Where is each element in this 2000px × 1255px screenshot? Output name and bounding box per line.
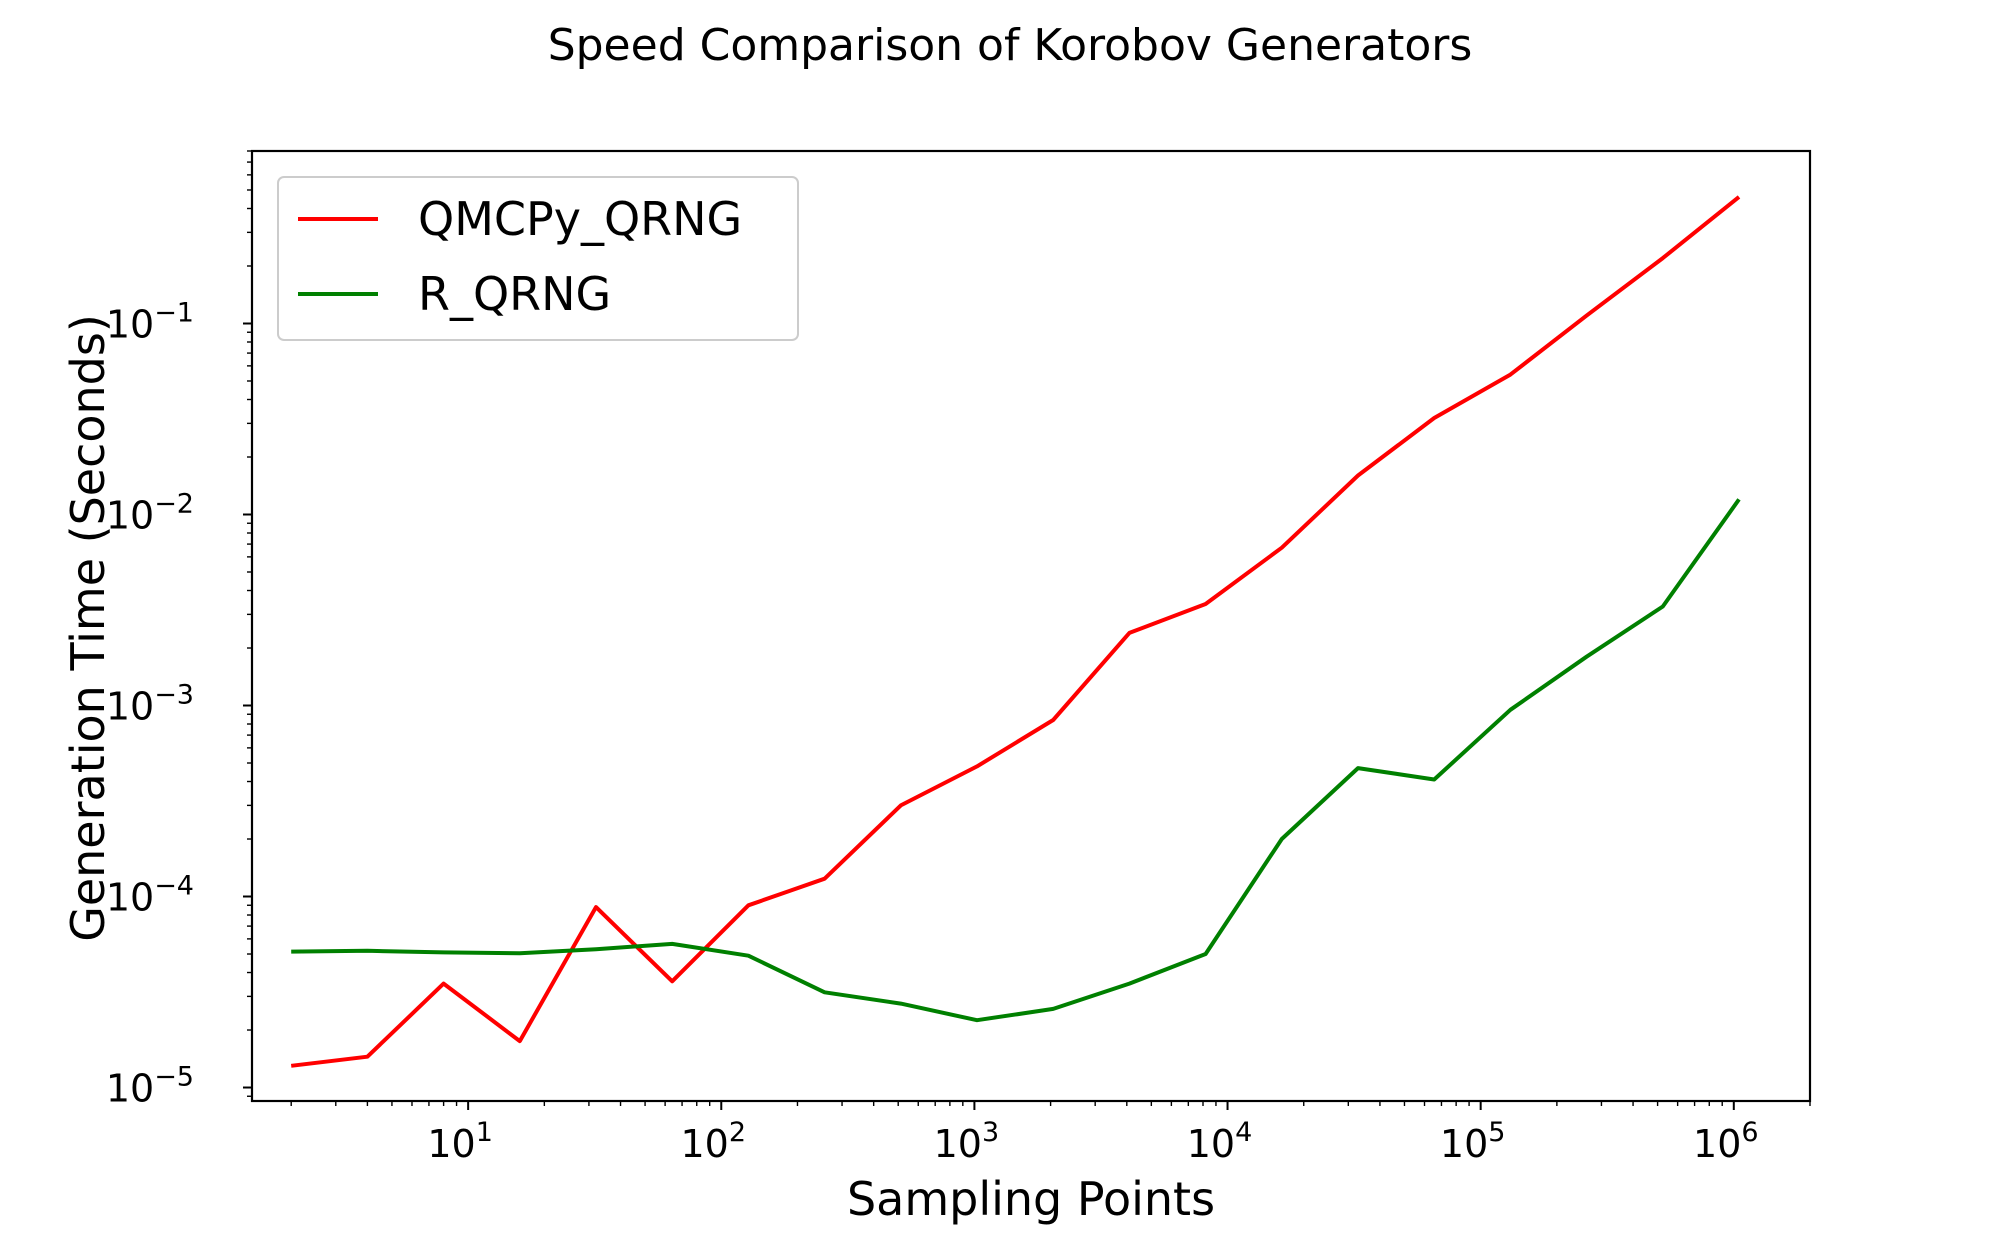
y-axis-label: Generation Time (Seconds) — [61, 314, 115, 942]
x-tick-label: 104 — [1187, 1117, 1253, 1166]
chart-title: Speed Comparison of Korobov Generators — [548, 20, 1473, 71]
x-tick-label: 105 — [1440, 1117, 1506, 1166]
plot-layer: 101 102 103 104 105 106 10−5 10−4 10−3 10−2 10−1 QM… — [106, 149, 1812, 1166]
legend-label-r-qrng: R_QRNG — [418, 267, 611, 321]
y-tick-label: 10−4 — [106, 871, 194, 920]
y-tick-label: 10−1 — [106, 297, 194, 346]
x-tick-label: 106 — [1693, 1117, 1759, 1166]
plot-frame — [250, 149, 1812, 1103]
x-tick-label: 101 — [427, 1117, 493, 1166]
legend-box — [277, 176, 799, 341]
y-tick-label: 10−5 — [106, 1062, 194, 1111]
series-line-r-qrng — [291, 498, 1741, 1023]
series-line-qmcpy-qrng — [290, 195, 1741, 1068]
y-tick-label: 10−3 — [106, 680, 194, 729]
x-axis-label: Sampling Points — [847, 1172, 1215, 1226]
x-tick-label: 102 — [681, 1117, 747, 1166]
legend-label-qmcpy-qrng: QMCPy_QRNG — [418, 192, 742, 246]
x-tick-label: 103 — [934, 1117, 1000, 1166]
y-tick-label: 10−2 — [106, 489, 194, 538]
